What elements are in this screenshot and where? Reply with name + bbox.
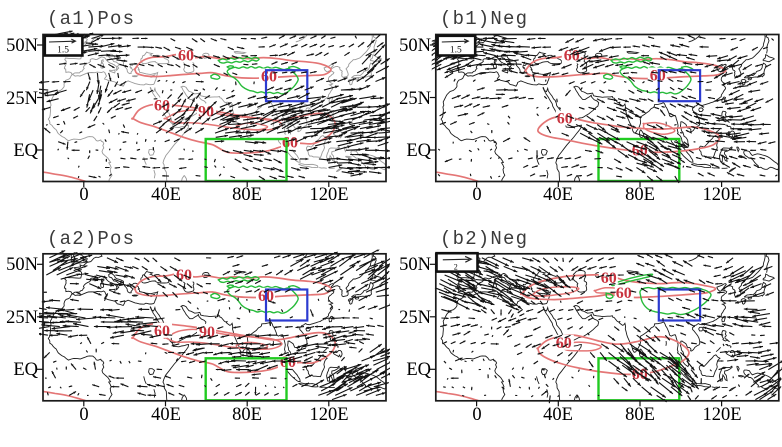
svg-text:60: 60 bbox=[178, 48, 194, 65]
svg-text:80E: 80E bbox=[232, 405, 262, 425]
svg-text:25N: 25N bbox=[6, 89, 38, 109]
svg-text:1.5: 1.5 bbox=[57, 46, 69, 56]
svg-text:120E: 120E bbox=[309, 185, 348, 205]
svg-text:60: 60 bbox=[616, 285, 632, 302]
svg-text:EQ: EQ bbox=[13, 141, 38, 161]
svg-text:60: 60 bbox=[557, 111, 573, 128]
svg-text:40E: 40E bbox=[543, 185, 573, 205]
svg-text:EQ: EQ bbox=[406, 141, 431, 161]
svg-text:(b2)Neg: (b2)Neg bbox=[440, 228, 528, 250]
svg-text:80E: 80E bbox=[625, 405, 655, 425]
svg-text:0: 0 bbox=[79, 405, 88, 425]
svg-text:0: 0 bbox=[79, 185, 88, 205]
svg-text:120E: 120E bbox=[702, 185, 741, 205]
svg-text:60: 60 bbox=[154, 323, 170, 340]
svg-text:25N: 25N bbox=[399, 89, 431, 109]
svg-text:120E: 120E bbox=[702, 405, 741, 425]
svg-text:2: 2 bbox=[454, 262, 458, 271]
svg-text:EQ: EQ bbox=[13, 360, 38, 380]
svg-text:EQ: EQ bbox=[406, 360, 431, 380]
svg-text:60: 60 bbox=[601, 270, 617, 287]
svg-text:60: 60 bbox=[154, 98, 170, 115]
svg-text:0: 0 bbox=[472, 405, 481, 425]
svg-text:(b1)Neg: (b1)Neg bbox=[440, 8, 528, 30]
svg-text:1.5: 1.5 bbox=[450, 46, 462, 56]
svg-text:25N: 25N bbox=[6, 308, 38, 328]
svg-text:50N: 50N bbox=[399, 36, 431, 56]
svg-text:60: 60 bbox=[556, 335, 572, 352]
svg-text:25N: 25N bbox=[399, 308, 431, 328]
svg-text:120E: 120E bbox=[309, 405, 348, 425]
svg-text:50N: 50N bbox=[399, 255, 431, 275]
svg-text:0: 0 bbox=[472, 185, 481, 205]
svg-text:40E: 40E bbox=[151, 185, 181, 205]
svg-text:(a1)Pos: (a1)Pos bbox=[47, 8, 135, 30]
svg-text:(a2)Pos: (a2)Pos bbox=[47, 228, 135, 250]
svg-text:50N: 50N bbox=[6, 255, 38, 275]
svg-text:80E: 80E bbox=[625, 185, 655, 205]
svg-text:40E: 40E bbox=[151, 405, 181, 425]
svg-text:40E: 40E bbox=[543, 405, 573, 425]
svg-text:80E: 80E bbox=[232, 185, 262, 205]
svg-text:60: 60 bbox=[282, 135, 298, 152]
svg-text:50N: 50N bbox=[6, 36, 38, 56]
